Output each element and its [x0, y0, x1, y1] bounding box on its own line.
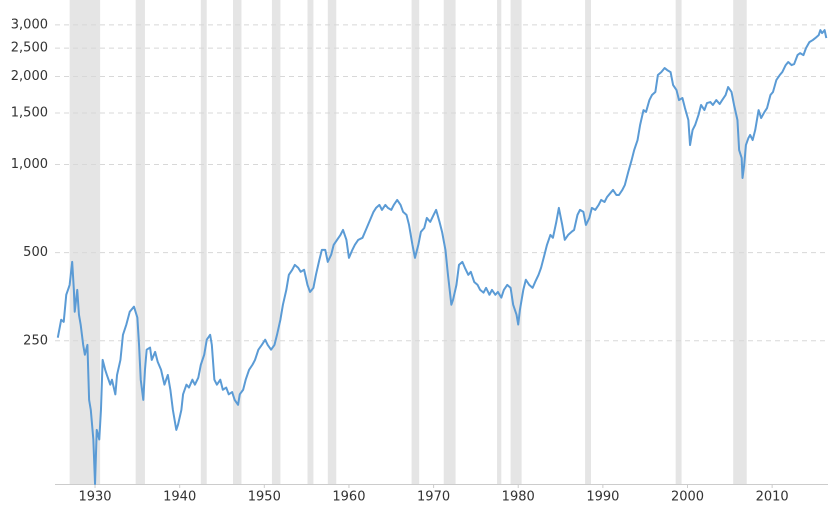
y-tick-label: 2,500 [11, 41, 48, 56]
shaded-range [271, 0, 281, 484]
series-line [56, 29, 828, 485]
y-tick-label: 2,000 [11, 69, 48, 84]
x-tick-label: 1960 [332, 490, 365, 505]
shaded-range [232, 0, 242, 484]
shaded-range [135, 0, 145, 484]
shaded-range [200, 0, 207, 484]
x-tick-label: 1950 [248, 490, 281, 505]
shaded-range [497, 0, 502, 484]
shaded-range [443, 0, 456, 484]
y-tick-label: 1,500 [11, 106, 48, 121]
x-tick-label: 1940 [163, 490, 196, 505]
shaded-range [510, 0, 522, 484]
shaded-range [327, 0, 337, 484]
y-tick-label: 1,000 [11, 157, 48, 172]
shaded-range [69, 0, 101, 484]
shaded-range [733, 0, 747, 484]
shaded-range [585, 0, 592, 484]
shaded-range [675, 0, 682, 484]
shaded-range [411, 0, 420, 484]
y-tick-label: 3,000 [11, 17, 48, 32]
x-tick-label: 2000 [671, 490, 704, 505]
x-tick-label: 1990 [586, 490, 619, 505]
x-tick-label: 1980 [502, 490, 535, 505]
x-tick-label: 1930 [78, 490, 111, 505]
x-tick-label: 2010 [756, 490, 789, 505]
y-tick-label: 250 [23, 333, 48, 348]
y-tick-label: 500 [23, 245, 48, 260]
x-tick-label: 1970 [417, 490, 450, 505]
shaded-range [307, 0, 314, 484]
